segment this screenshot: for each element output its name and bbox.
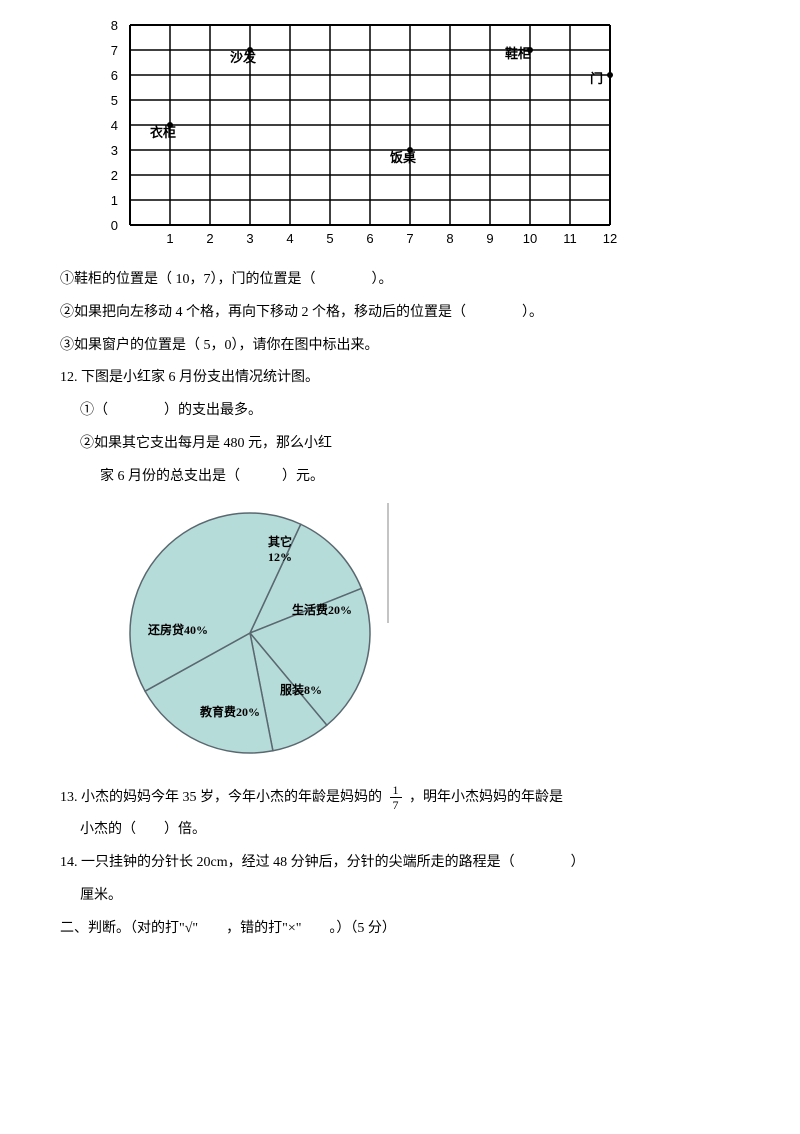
svg-text:0: 0 (111, 218, 118, 233)
pie-label-mortgage: 还房贷40% (148, 621, 208, 638)
q13-fraction: 1 7 (390, 784, 402, 811)
svg-text:3: 3 (246, 231, 253, 246)
svg-text:7: 7 (111, 43, 118, 58)
svg-text:3: 3 (111, 143, 118, 158)
svg-text:12: 12 (603, 231, 617, 246)
q13: 13. 小杰的妈妈今年 35 岁，今年小杰的年龄是妈妈的 1 7 ，明年小杰妈妈… (60, 783, 740, 814)
svg-text:9: 9 (486, 231, 493, 246)
q13-num: 1 (390, 784, 402, 798)
q13-den: 7 (390, 798, 402, 811)
q13-a: 13. 小杰的妈妈今年 35 岁，今年小杰的年龄是妈妈的 (60, 790, 386, 805)
q12-sub2a: ②如果其它支出每月是 480 元，那么小红 (60, 429, 740, 460)
svg-text:1: 1 (111, 193, 118, 208)
coordinate-grid: 123456789101112012345678 衣柜沙发饭桌鞋柜门 (100, 20, 740, 250)
pie-label-other: 其它12% (268, 533, 292, 565)
svg-text:7: 7 (406, 231, 413, 246)
q12-sub1: ①（ ）的支出最多。 (60, 396, 740, 427)
q12-sub2b: 家 6 月份的总支出是（ ）元。 (60, 462, 740, 493)
svg-text:8: 8 (111, 20, 118, 33)
svg-text:4: 4 (111, 118, 118, 133)
svg-text:11: 11 (563, 231, 577, 246)
pie-label-clothing: 服装8% (280, 681, 322, 698)
q14-a: 14. 一只挂钟的分针长 20cm，经过 48 分钟后，分针的尖端所走的路程是（… (60, 848, 740, 879)
q-grid-1: ①鞋柜的位置是（ 10，7），门的位置是（ ）。 (60, 265, 740, 296)
svg-text:6: 6 (366, 231, 373, 246)
pie-chart: 其它12% 生活费20% 服装8% 教育费20% 还房贷40% (120, 503, 740, 768)
grid-svg: 123456789101112012345678 (100, 20, 620, 250)
section-2: 二、判断。（对的打"√" ，错的打"×" 。）（5 分） (60, 914, 740, 945)
svg-text:5: 5 (111, 93, 118, 108)
q13-c: 小杰的（ ）倍。 (60, 815, 740, 846)
svg-text:2: 2 (206, 231, 213, 246)
svg-text:10: 10 (523, 231, 537, 246)
q-grid-2: ②如果把向左移动 4 个格，再向下移动 2 个格，移动后的位置是（ ）。 (60, 298, 740, 329)
svg-text:1: 1 (166, 231, 173, 246)
svg-text:6: 6 (111, 68, 118, 83)
q-grid-3: ③如果窗户的位置是（ 5，0），请你在图中标出来。 (60, 331, 740, 362)
svg-text:8: 8 (446, 231, 453, 246)
svg-text:4: 4 (286, 231, 293, 246)
q13-b: ，明年小杰妈妈的年龄是 (409, 790, 563, 805)
pie-label-living: 生活费20% (292, 601, 352, 618)
pie-label-education: 教育费20% (200, 703, 260, 720)
q14-b: 厘米。 (60, 881, 740, 912)
svg-text:5: 5 (326, 231, 333, 246)
svg-text:2: 2 (111, 168, 118, 183)
q12-title: 12. 下图是小红家 6 月份支出情况统计图。 (60, 363, 740, 394)
